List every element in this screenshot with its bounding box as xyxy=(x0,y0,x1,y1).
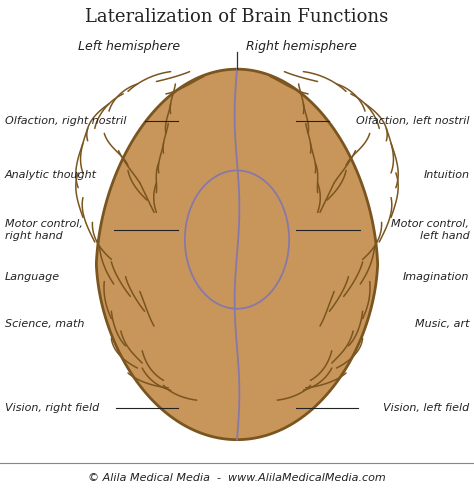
Text: Vision, left field: Vision, left field xyxy=(383,403,469,412)
Text: Vision, right field: Vision, right field xyxy=(5,403,99,412)
Text: Olfaction, left nostril: Olfaction, left nostril xyxy=(356,116,469,126)
Text: Lateralization of Brain Functions: Lateralization of Brain Functions xyxy=(85,8,389,26)
Text: Imagination: Imagination xyxy=(403,272,469,282)
Text: Analytic thought: Analytic thought xyxy=(5,170,97,180)
Text: Intuition: Intuition xyxy=(423,170,469,180)
Text: Motor control,
left hand: Motor control, left hand xyxy=(392,219,469,241)
Text: Left hemisphere: Left hemisphere xyxy=(78,41,180,53)
Text: © Alila Medical Media  -  www.AlilaMedicalMedia.com: © Alila Medical Media - www.AlilaMedical… xyxy=(88,473,386,483)
Text: Language: Language xyxy=(5,272,60,282)
Text: Right hemisphere: Right hemisphere xyxy=(246,41,357,53)
Text: Science, math: Science, math xyxy=(5,319,84,329)
Text: Music, art: Music, art xyxy=(415,319,469,329)
Polygon shape xyxy=(96,69,378,440)
Text: Motor control,
right hand: Motor control, right hand xyxy=(5,219,82,241)
Text: Olfaction, right nostril: Olfaction, right nostril xyxy=(5,116,126,126)
